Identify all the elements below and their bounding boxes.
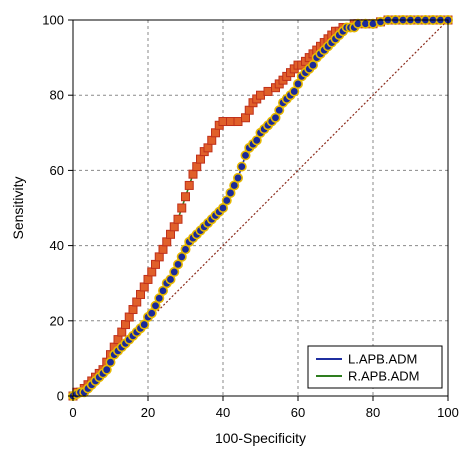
data-point-r-apb-adm: [147, 267, 157, 277]
data-point-l-apb-adm: [289, 86, 300, 97]
data-point-r-apb-adm: [244, 105, 254, 115]
x-axis-title: 100-Specificity: [215, 430, 306, 446]
data-point-r-apb-adm: [188, 169, 198, 179]
data-point-r-apb-adm: [184, 180, 194, 190]
data-point-r-apb-adm: [169, 222, 179, 232]
legend-box: [307, 345, 443, 389]
x-tick-label: 100: [437, 405, 459, 420]
data-point-r-apb-adm: [143, 274, 153, 284]
y-tick-label: 0: [57, 389, 64, 404]
data-point-l-apb-adm: [274, 105, 285, 116]
data-point-r-apb-adm: [211, 128, 220, 138]
data-point-l-apb-adm: [105, 357, 116, 368]
data-point-r-apb-adm: [117, 327, 127, 337]
data-point-r-apb-adm: [181, 192, 190, 202]
data-point-l-apb-adm: [307, 60, 318, 71]
legend: L.APB.ADM R.APB.ADM: [307, 345, 443, 389]
data-point-l-apb-adm: [146, 308, 157, 319]
data-point-r-apb-adm: [173, 214, 183, 224]
data-point-l-apb-adm: [173, 259, 184, 270]
y-tick-label: 20: [50, 313, 64, 328]
y-tick-label: 40: [50, 238, 64, 253]
data-point-r-apb-adm: [166, 229, 175, 239]
axes: 0 20 40 60 80 100 0 20 40 60 80 100: [42, 13, 459, 421]
x-tick-label: 60: [291, 405, 305, 420]
data-point-r-apb-adm: [139, 282, 149, 292]
data-point-l-apb-adm: [225, 187, 236, 198]
data-point-r-apb-adm: [151, 259, 160, 269]
data-point-r-apb-adm: [124, 312, 134, 322]
data-point-l-apb-adm: [233, 172, 244, 183]
data-point-l-apb-adm: [154, 293, 165, 304]
data-point-r-apb-adm: [256, 90, 265, 100]
data-point-r-apb-adm: [226, 117, 235, 127]
data-point-r-apb-adm: [233, 117, 243, 127]
y-tick-label: 100: [42, 13, 64, 28]
x-tick-label: 0: [69, 405, 76, 420]
data-point-l-apb-adm: [139, 319, 150, 330]
data-point-l-apb-adm: [229, 180, 240, 191]
x-tick-label: 20: [141, 405, 155, 420]
data-point-l-apb-adm: [236, 161, 247, 172]
x-tick-label: 40: [216, 405, 230, 420]
data-point-r-apb-adm: [162, 237, 172, 247]
data-point-r-apb-adm: [207, 135, 217, 145]
legend-label-r-apb-adm: R.APB.ADM: [348, 369, 420, 384]
data-point-r-apb-adm: [128, 305, 138, 315]
data-point-l-apb-adm: [176, 251, 187, 262]
data-point-l-apb-adm: [270, 112, 281, 123]
data-point-r-apb-adm: [218, 117, 228, 127]
y-axis-title: Sensitivity: [10, 176, 26, 239]
data-point-r-apb-adm: [154, 252, 164, 262]
legend-label-l-apb-adm: L.APB.ADM: [348, 352, 417, 367]
data-point-l-apb-adm: [251, 135, 262, 146]
plot-frame: [72, 19, 449, 397]
data-point-r-apb-adm: [196, 154, 205, 164]
x-tick-label: 80: [366, 405, 380, 420]
data-point-r-apb-adm: [192, 162, 202, 172]
data-point-l-apb-adm: [292, 78, 303, 89]
y-tick-label: 80: [50, 88, 64, 103]
data-point-r-apb-adm: [203, 143, 213, 153]
data-point-r-apb-adm: [136, 289, 145, 299]
data-point-l-apb-adm: [180, 244, 191, 255]
data-point-l-apb-adm: [221, 195, 232, 206]
data-point-r-apb-adm: [158, 244, 168, 254]
data-point-l-apb-adm: [169, 266, 180, 277]
data-point-r-apb-adm: [177, 203, 187, 213]
y-tick-label: 60: [50, 163, 64, 178]
data-point-l-apb-adm: [165, 274, 176, 285]
data-point-r-apb-adm: [121, 320, 130, 330]
data-point-r-apb-adm: [132, 297, 142, 307]
data-point-r-apb-adm: [263, 86, 273, 96]
data-point-r-apb-adm: [241, 113, 250, 123]
data-point-l-apb-adm: [240, 150, 251, 161]
data-point-l-apb-adm: [218, 203, 229, 214]
data-point-l-apb-adm: [158, 285, 169, 296]
data-point-l-apb-adm: [150, 300, 161, 311]
data-point-l-apb-adm: [101, 364, 112, 375]
